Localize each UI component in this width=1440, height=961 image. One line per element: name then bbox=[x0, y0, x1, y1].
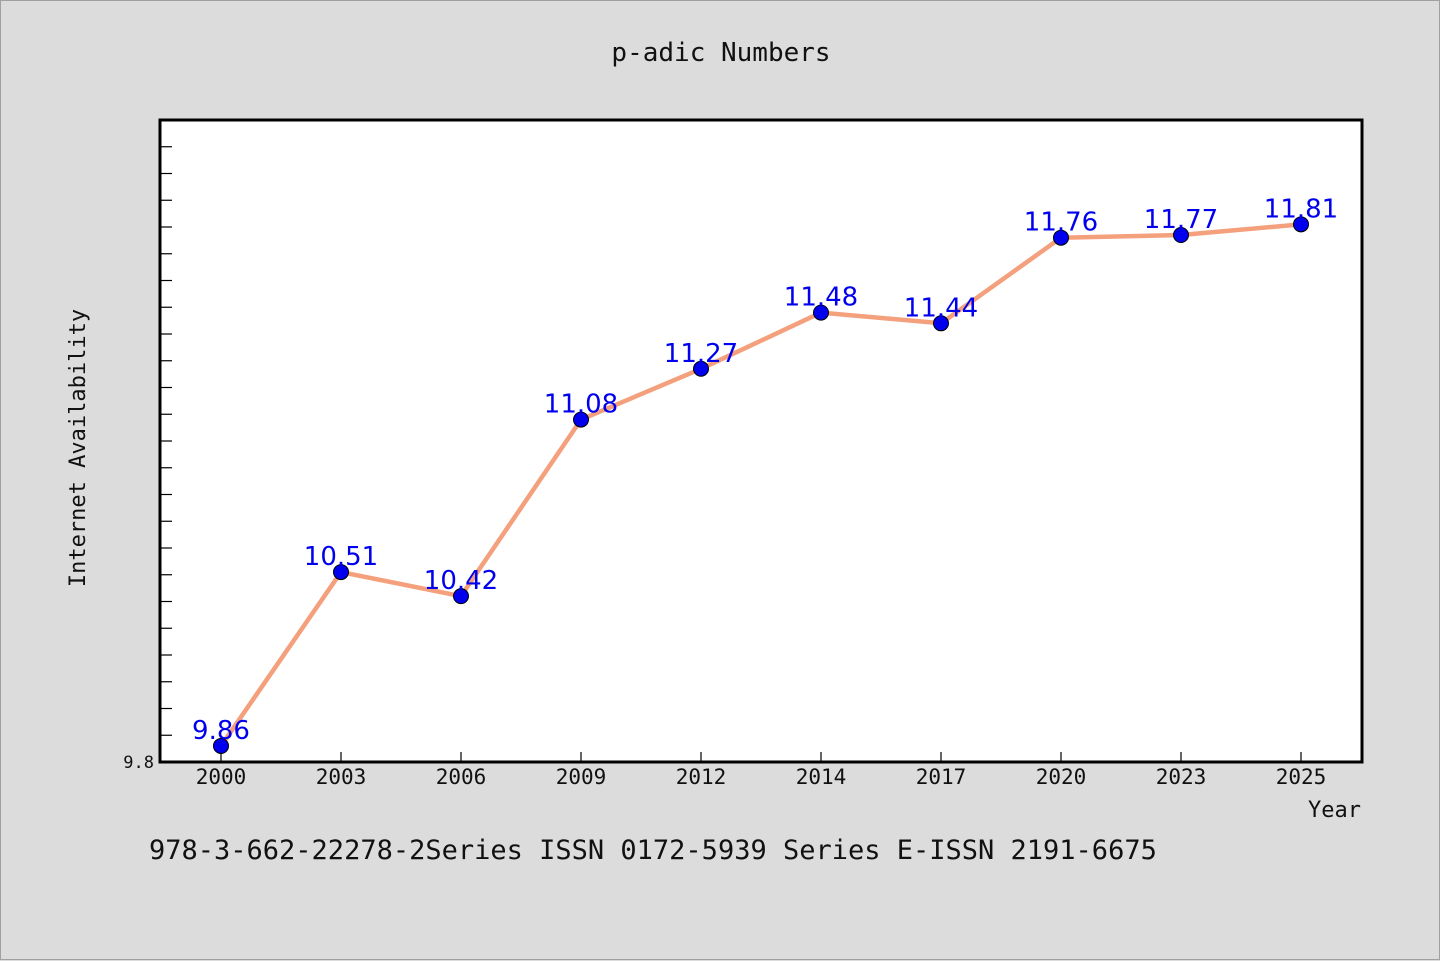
x-tick-label: 2014 bbox=[796, 765, 847, 789]
data-point bbox=[1173, 227, 1189, 244]
x-tick-label: 2017 bbox=[916, 765, 967, 789]
data-point bbox=[573, 411, 589, 428]
chart-title: p-adic Numbers bbox=[611, 38, 830, 68]
data-label: 11.81 bbox=[1264, 194, 1338, 224]
data-label: 10.42 bbox=[424, 566, 498, 596]
x-tick-label: 2000 bbox=[196, 765, 247, 789]
x-tick-label: 2020 bbox=[1036, 765, 1087, 789]
y-axis-label: Internet Availability bbox=[66, 309, 91, 587]
x-tick-label: 2012 bbox=[676, 765, 727, 789]
x-axis-ticks: 2000 2003 2006 2009 2012 2014 2017 2020 2023 2025 bbox=[196, 752, 1327, 789]
data-point bbox=[933, 315, 949, 332]
footnote: 978-3-662-22278-2Series ISSN 0172-5939 S… bbox=[149, 835, 1157, 866]
data-label: 11.27 bbox=[664, 339, 738, 369]
plot-area bbox=[158, 118, 1364, 764]
data-label: 11.76 bbox=[1024, 208, 1098, 238]
data-point bbox=[213, 737, 229, 754]
data-point bbox=[813, 304, 829, 321]
data-label: 11.77 bbox=[1144, 205, 1218, 235]
data-label: 10.51 bbox=[304, 542, 378, 572]
data-point bbox=[693, 360, 709, 377]
series-layer: 9.86 10.51 10.42 11.08 11.27 11.48 11.44 11.76 1… bbox=[192, 194, 1338, 754]
series-line bbox=[219, 222, 1302, 748]
data-point bbox=[453, 588, 469, 605]
x-tick-label: 2025 bbox=[1276, 765, 1327, 789]
data-label: 11.48 bbox=[784, 283, 858, 313]
x-axis-label: Year bbox=[1308, 798, 1361, 823]
y-tick-label: 9.8 bbox=[123, 753, 154, 773]
data-point bbox=[1293, 216, 1309, 233]
y-axis-ticks: 9.8 bbox=[123, 146, 172, 773]
x-tick-label: 2023 bbox=[1156, 765, 1207, 789]
x-tick-label: 2009 bbox=[556, 765, 607, 789]
data-point bbox=[1053, 229, 1069, 246]
data-point bbox=[333, 564, 349, 581]
x-tick-label: 2006 bbox=[436, 765, 487, 789]
data-label: 11.08 bbox=[544, 390, 618, 420]
x-tick-label: 2003 bbox=[316, 765, 367, 789]
data-label: 9.86 bbox=[192, 716, 250, 746]
data-label: 11.44 bbox=[904, 293, 978, 323]
